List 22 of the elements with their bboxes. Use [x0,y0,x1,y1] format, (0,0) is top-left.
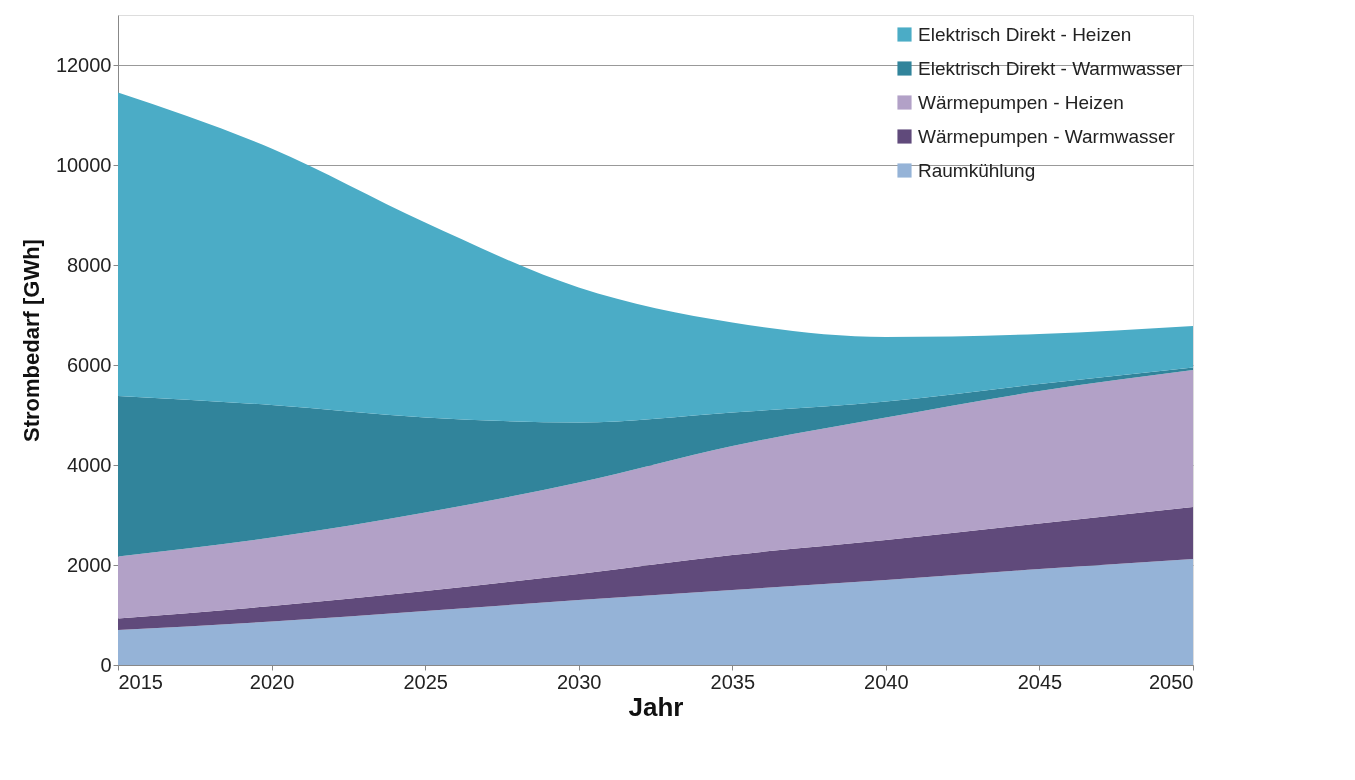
x-tick-label: 2035 [710,670,756,693]
x-tick-label: 2025 [403,670,448,693]
legend-label: Elektrisch Direkt - Heizen [918,23,1132,45]
y-tick-label: 12000 [55,53,112,76]
y-tick-label: 10000 [55,153,112,176]
y-tick-label: 8000 [67,253,112,276]
x-tick-label: 2050 [1149,670,1194,693]
y-axis-title: Strombedarf [GWh] [18,239,44,442]
x-tick-label: 2030 [556,670,602,693]
x-tick-label: 2040 [864,670,909,693]
y-tick-label: 4000 [67,453,112,476]
x-tick-label: 2045 [1017,670,1063,693]
x-axis-title: Jahr [628,691,684,722]
y-tick-label: 0 [100,653,112,676]
legend-label: Elektrisch Direkt - Warmwasser [918,57,1183,79]
y-tick-label: 2000 [67,553,112,576]
legend-label: Raumkühlung [918,159,1036,181]
x-tick-label: 2015 [118,670,163,693]
legend-label: Wärmepumpen - Heizen [918,91,1124,113]
y-tick-label: 6000 [67,353,112,376]
x-tick-label: 2020 [249,670,295,693]
legend-label: Wärmepumpen - Warmwasser [918,125,1176,147]
